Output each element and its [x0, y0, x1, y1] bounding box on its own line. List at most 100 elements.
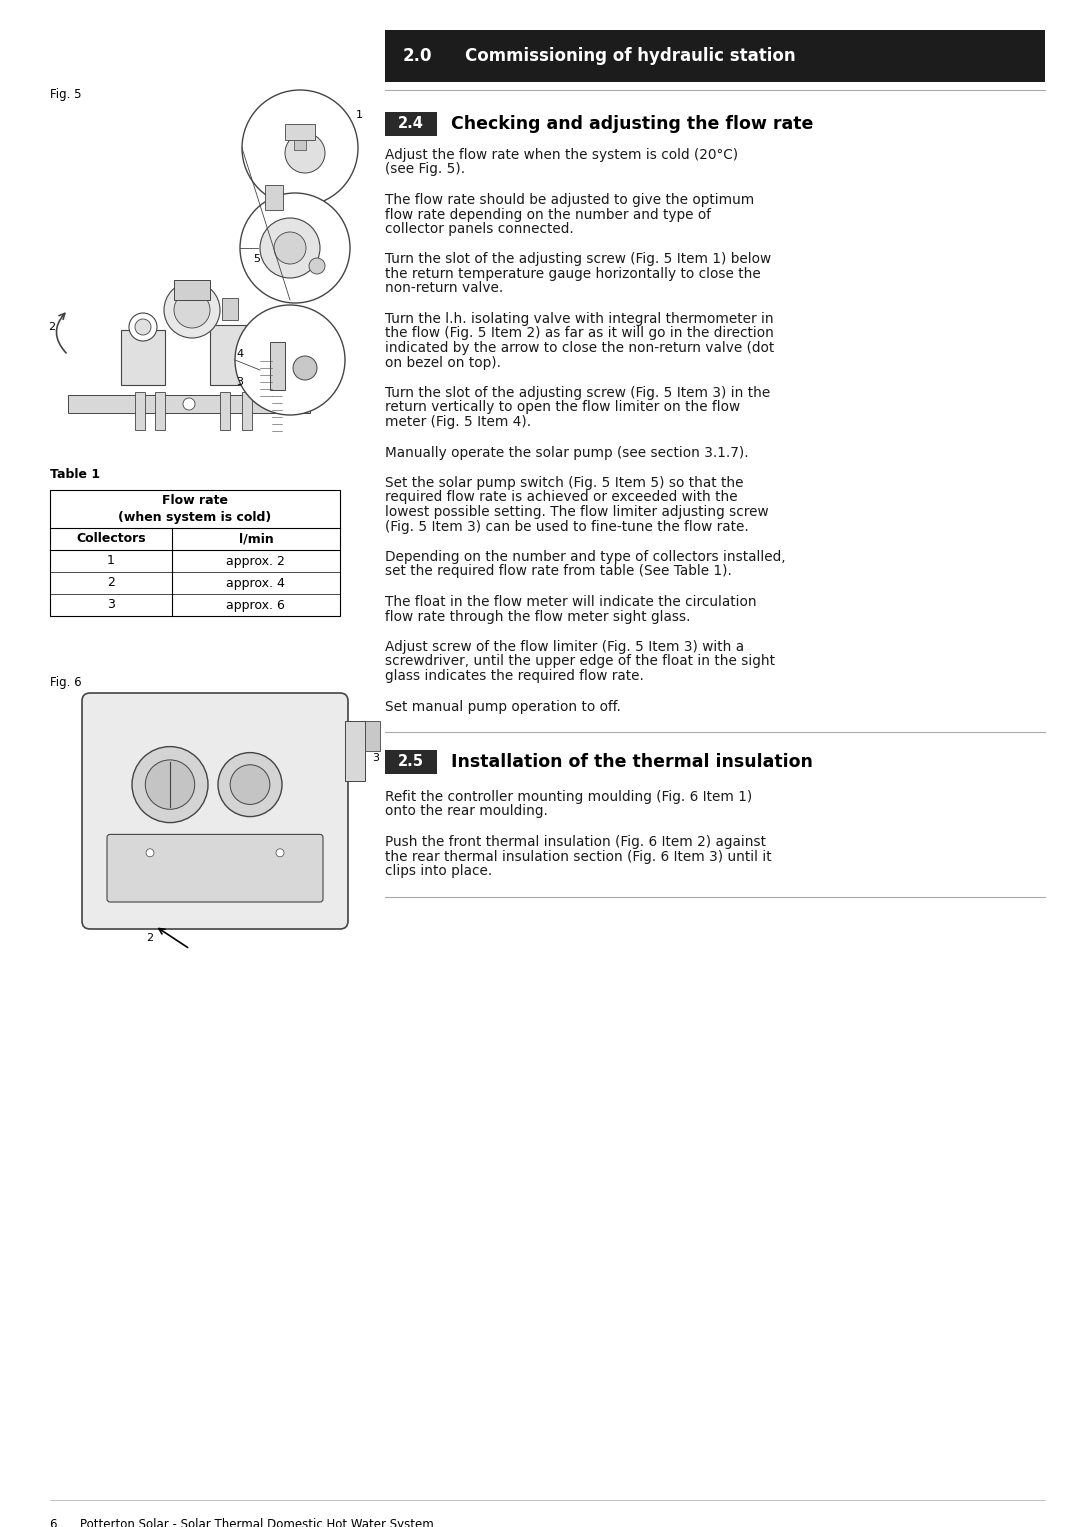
Text: glass indicates the required flow rate.: glass indicates the required flow rate. — [384, 669, 644, 683]
Text: return vertically to open the flow limiter on the flow: return vertically to open the flow limit… — [384, 400, 740, 414]
Text: (see Fig. 5).: (see Fig. 5). — [384, 162, 465, 177]
Text: 5: 5 — [254, 253, 260, 264]
Text: flow rate through the flow meter sight glass.: flow rate through the flow meter sight g… — [384, 609, 690, 623]
Bar — [365, 721, 380, 751]
Bar — [384, 750, 437, 774]
Bar — [258, 354, 278, 405]
Bar — [156, 392, 165, 431]
Bar — [345, 721, 365, 780]
Text: meter (Fig. 5 Item 4).: meter (Fig. 5 Item 4). — [384, 415, 531, 429]
Text: 3: 3 — [372, 753, 379, 764]
Text: required flow rate is achieved or exceeded with the: required flow rate is achieved or exceed… — [384, 490, 738, 504]
Text: Set the solar pump switch (Fig. 5 Item 5) so that the: Set the solar pump switch (Fig. 5 Item 5… — [384, 476, 743, 490]
Text: set the required flow rate from table (See Table 1).: set the required flow rate from table (S… — [384, 565, 732, 579]
Bar — [265, 185, 283, 211]
Text: 2.4: 2.4 — [399, 116, 424, 131]
Text: Fig. 6: Fig. 6 — [50, 676, 82, 689]
Text: Table 1: Table 1 — [50, 467, 100, 481]
Text: Turn the slot of the adjusting screw (Fig. 5 Item 3) in the: Turn the slot of the adjusting screw (Fi… — [384, 386, 770, 400]
Text: Flow rate: Flow rate — [162, 495, 228, 507]
Text: flow rate depending on the number and type of: flow rate depending on the number and ty… — [384, 208, 711, 221]
Bar — [135, 392, 145, 431]
Text: 1: 1 — [356, 110, 363, 121]
Text: indicated by the arrow to close the non-return valve (dot: indicated by the arrow to close the non-… — [384, 341, 774, 354]
Bar — [210, 325, 249, 385]
Text: l/min: l/min — [239, 533, 273, 545]
Text: 1: 1 — [107, 554, 114, 568]
Bar — [68, 395, 310, 412]
Text: approx. 6: approx. 6 — [227, 599, 285, 611]
Text: the rear thermal insulation section (Fig. 6 Item 3) until it: the rear thermal insulation section (Fig… — [384, 849, 771, 863]
Text: Checking and adjusting the flow rate: Checking and adjusting the flow rate — [451, 115, 813, 133]
Text: screwdriver, until the upper edge of the float in the sight: screwdriver, until the upper edge of the… — [384, 655, 775, 669]
Text: Commissioning of hydraulic station: Commissioning of hydraulic station — [465, 47, 796, 66]
Text: Turn the l.h. isolating valve with integral thermometer in: Turn the l.h. isolating valve with integ… — [384, 312, 773, 325]
Circle shape — [235, 305, 345, 415]
Text: Manually operate the solar pump (see section 3.1.7).: Manually operate the solar pump (see sec… — [384, 446, 748, 460]
Text: 2.0: 2.0 — [403, 47, 432, 66]
Text: approx. 2: approx. 2 — [227, 554, 285, 568]
Text: Installation of the thermal insulation: Installation of the thermal insulation — [451, 753, 813, 771]
Circle shape — [146, 849, 154, 857]
Circle shape — [183, 399, 195, 411]
Text: (when system is cold): (when system is cold) — [119, 510, 272, 524]
Text: Set manual pump operation to off.: Set manual pump operation to off. — [384, 699, 621, 713]
Text: clips into place.: clips into place. — [384, 864, 492, 878]
Text: 2: 2 — [49, 322, 55, 331]
Text: Adjust the flow rate when the system is cold (20°C): Adjust the flow rate when the system is … — [384, 148, 738, 162]
Circle shape — [146, 760, 194, 809]
Text: the flow (Fig. 5 Item 2) as far as it will go in the direction: the flow (Fig. 5 Item 2) as far as it wi… — [384, 327, 774, 341]
Circle shape — [309, 258, 325, 273]
Text: The flow rate should be adjusted to give the optimum: The flow rate should be adjusted to give… — [384, 192, 754, 208]
Bar — [384, 111, 437, 136]
Text: 6      Potterton Solar - Solar Thermal Domestic Hot Water System: 6 Potterton Solar - Solar Thermal Domest… — [50, 1518, 434, 1527]
Bar — [270, 342, 285, 389]
Circle shape — [276, 849, 284, 857]
Circle shape — [230, 765, 270, 805]
Text: Adjust screw of the flow limiter (Fig. 5 Item 3) with a: Adjust screw of the flow limiter (Fig. 5… — [384, 640, 744, 654]
Text: 2.5: 2.5 — [399, 754, 424, 770]
Text: Turn the slot of the adjusting screw (Fig. 5 Item 1) below: Turn the slot of the adjusting screw (Fi… — [384, 252, 771, 267]
Text: collector panels connected.: collector panels connected. — [384, 221, 573, 237]
Bar — [220, 392, 230, 431]
Bar — [384, 31, 1045, 82]
FancyBboxPatch shape — [82, 693, 348, 928]
Text: 4: 4 — [237, 350, 244, 359]
Text: 3: 3 — [107, 599, 114, 611]
Circle shape — [293, 356, 318, 380]
Text: (Fig. 5 Item 3) can be used to fine-tune the flow rate.: (Fig. 5 Item 3) can be used to fine-tune… — [384, 519, 748, 533]
Text: lowest possible setting. The flow limiter adjusting screw: lowest possible setting. The flow limite… — [384, 505, 769, 519]
Circle shape — [260, 218, 320, 278]
Text: 2: 2 — [147, 933, 153, 944]
Circle shape — [240, 192, 350, 302]
Bar — [242, 392, 252, 431]
Text: Collectors: Collectors — [76, 533, 146, 545]
Text: The float in the flow meter will indicate the circulation: The float in the flow meter will indicat… — [384, 596, 757, 609]
Bar — [285, 124, 315, 140]
Circle shape — [135, 319, 151, 334]
Circle shape — [132, 747, 208, 823]
Bar — [50, 490, 340, 615]
Bar — [121, 330, 165, 385]
Bar — [174, 279, 210, 299]
Text: approx. 4: approx. 4 — [227, 577, 285, 589]
FancyBboxPatch shape — [107, 834, 323, 902]
Circle shape — [174, 292, 210, 328]
Circle shape — [274, 232, 306, 264]
Text: Fig. 5: Fig. 5 — [50, 89, 81, 101]
Text: Depending on the number and type of collectors installed,: Depending on the number and type of coll… — [384, 550, 785, 563]
Text: Refit the controller mounting moulding (Fig. 6 Item 1): Refit the controller mounting moulding (… — [384, 789, 753, 805]
Circle shape — [164, 282, 220, 337]
Text: non-return valve.: non-return valve. — [384, 281, 503, 296]
Text: Push the front thermal insulation (Fig. 6 Item 2) against: Push the front thermal insulation (Fig. … — [384, 835, 766, 849]
Circle shape — [242, 90, 357, 206]
Text: the return temperature gauge horizontally to close the: the return temperature gauge horizontall… — [384, 267, 760, 281]
Circle shape — [285, 133, 325, 173]
Circle shape — [218, 753, 282, 817]
Text: onto the rear moulding.: onto the rear moulding. — [384, 805, 548, 818]
Text: 3: 3 — [237, 377, 243, 386]
Text: on bezel on top).: on bezel on top). — [384, 356, 501, 370]
Circle shape — [274, 363, 294, 383]
Bar — [294, 140, 306, 150]
Circle shape — [129, 313, 157, 341]
